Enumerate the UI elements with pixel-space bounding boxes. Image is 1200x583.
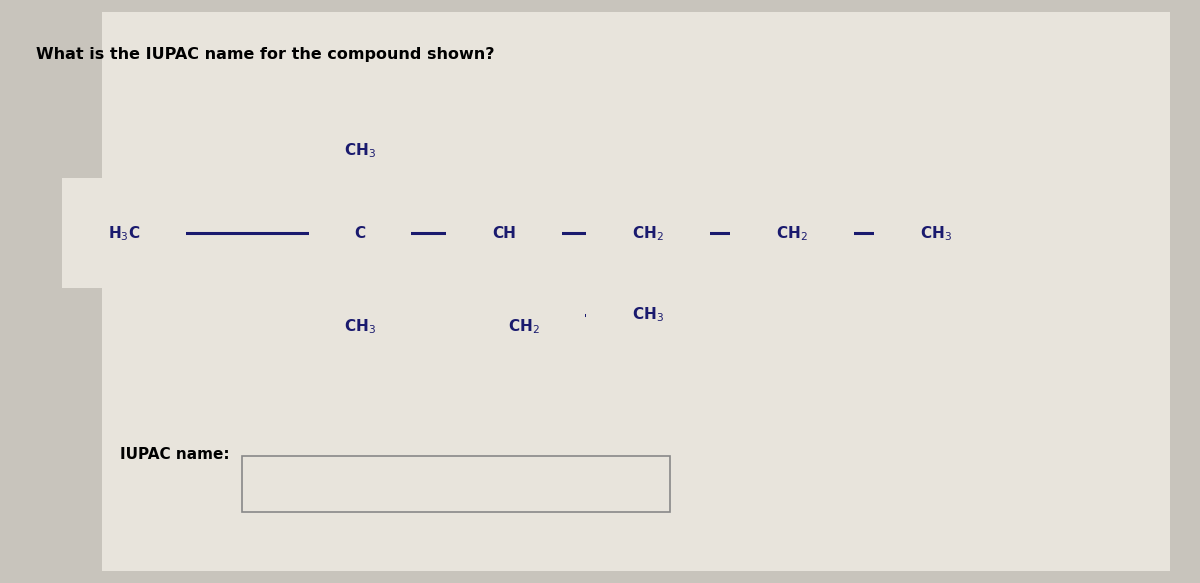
Text: CH$_3$: CH$_3$ [632,305,664,324]
Text: IUPAC name:: IUPAC name: [120,447,229,462]
Text: H$_3$C: H$_3$C [108,224,140,243]
Text: CH$_2$: CH$_2$ [632,224,664,243]
FancyBboxPatch shape [242,456,670,512]
Text: CH: CH [492,226,516,241]
Text: CH$_3$: CH$_3$ [344,318,376,336]
Text: CH$_3$: CH$_3$ [920,224,952,243]
Text: CH$_3$: CH$_3$ [344,142,376,160]
Text: C: C [354,226,366,241]
Text: CH$_2$: CH$_2$ [508,318,539,336]
Text: CH$_2$: CH$_2$ [776,224,808,243]
Text: What is the IUPAC name for the compound shown?: What is the IUPAC name for the compound … [36,47,494,62]
